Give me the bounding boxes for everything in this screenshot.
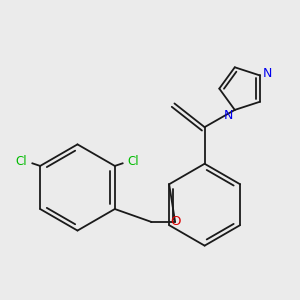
Text: O: O — [170, 215, 180, 228]
Text: Cl: Cl — [128, 155, 140, 168]
Text: N: N — [224, 109, 233, 122]
Text: N: N — [263, 67, 272, 80]
Text: Cl: Cl — [16, 155, 27, 168]
